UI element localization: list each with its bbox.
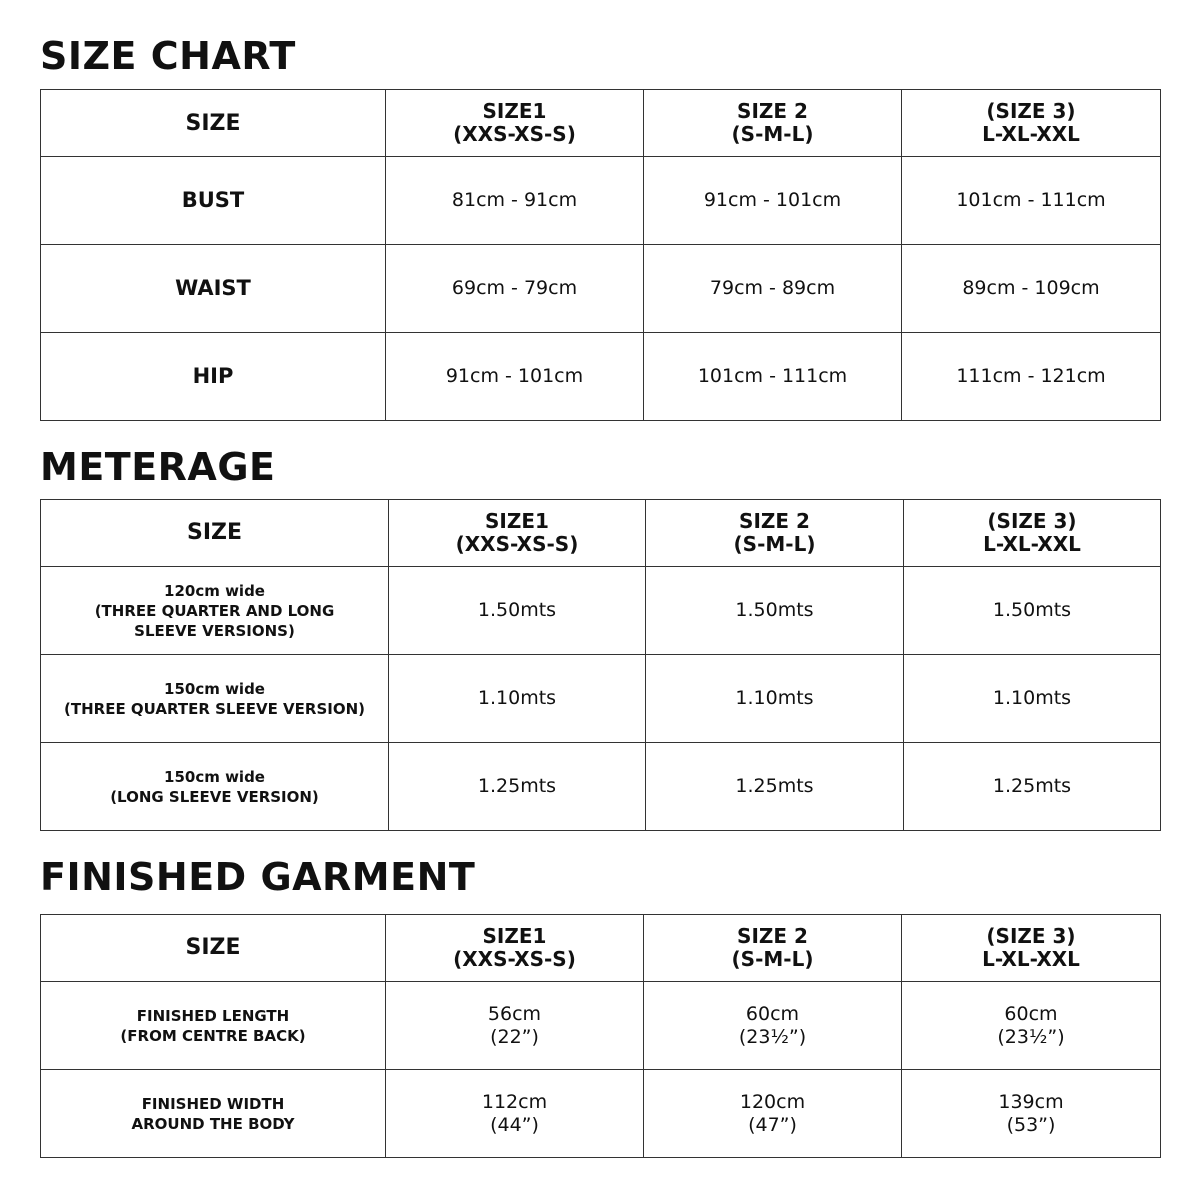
table-row: HIP 91cm - 101cm 101cm - 111cm 111cm - 121c… xyxy=(40,332,1161,421)
table-cell: 1.25mts xyxy=(645,742,904,831)
column-header: SIZE 2 (S-M-L) xyxy=(645,499,904,567)
table-cell: 91cm - 101cm xyxy=(385,332,644,421)
table-cell: 60cm (23½”) xyxy=(643,981,902,1070)
table-cell: 120cm (47”) xyxy=(643,1069,902,1158)
table-cell: 1.10mts xyxy=(903,654,1161,743)
table-row: BUST 81cm - 91cm 91cm - 101cm 101cm - 111cm xyxy=(40,156,1161,245)
table-cell: 1.50mts xyxy=(903,566,1161,655)
table-cell: 91cm - 101cm xyxy=(643,156,902,245)
table-row: FINISHED WIDTH AROUND THE BODY 112cm (44”… xyxy=(40,1069,1161,1158)
table-cell: 111cm - 121cm xyxy=(901,332,1161,421)
table-row: 120cm wide (THREE QUARTER AND LONG SLEEV… xyxy=(40,566,1161,655)
finished-garment-title: FINISHED GARMENT xyxy=(40,855,476,899)
table-cell: 112cm (44”) xyxy=(385,1069,644,1158)
meterage-table: SIZE SIZE1 (XXS-XS-S) SIZE 2 (S-M-L) (SIZE … xyxy=(40,499,1161,831)
table-cell: 56cm (22”) xyxy=(385,981,644,1070)
column-header: (SIZE 3) L-XL-XXL xyxy=(901,914,1161,982)
table-cell: 60cm (23½”) xyxy=(901,981,1161,1070)
row-label: 120cm wide (THREE QUARTER AND LONG SLEEV… xyxy=(40,566,389,655)
column-header: SIZE 2 (S-M-L) xyxy=(643,914,902,982)
table-cell: 79cm - 89cm xyxy=(643,244,902,333)
row-label: HIP xyxy=(40,332,386,421)
row-label: 150cm wide (LONG SLEEVE VERSION) xyxy=(40,742,389,831)
header-row: SIZE SIZE1 (XXS-XS-S) SIZE 2 (S-M-L) (SIZE … xyxy=(40,499,1161,567)
table-row: 150cm wide (THREE QUARTER SLEEVE VERSION… xyxy=(40,654,1161,743)
meterage-title: METERAGE xyxy=(40,445,276,489)
row-label: 150cm wide (THREE QUARTER SLEEVE VERSION… xyxy=(40,654,389,743)
header-row: SIZE SIZE1 (XXS-XS-S) SIZE 2 (S-M-L) (SIZE … xyxy=(40,914,1161,982)
column-header: (SIZE 3) L-XL-XXL xyxy=(901,89,1161,157)
table-cell: 1.50mts xyxy=(388,566,646,655)
header-row: SIZE SIZE1 (XXS-XS-S) SIZE 2 (S-M-L) (SIZE … xyxy=(40,89,1161,157)
size-chart-table: SIZE SIZE1 (XXS-XS-S) SIZE 2 (S-M-L) (SIZE … xyxy=(40,89,1161,421)
column-header: (SIZE 3) L-XL-XXL xyxy=(903,499,1161,567)
table-cell: 139cm (53”) xyxy=(901,1069,1161,1158)
table-row: WAIST 69cm - 79cm 79cm - 89cm 89cm - 109cm xyxy=(40,244,1161,333)
table-cell: 1.10mts xyxy=(388,654,646,743)
table-row: 150cm wide (LONG SLEEVE VERSION) 1.25mts 1… xyxy=(40,742,1161,831)
row-label: BUST xyxy=(40,156,386,245)
column-header: SIZE1 (XXS-XS-S) xyxy=(385,914,644,982)
table-cell: 1.25mts xyxy=(903,742,1161,831)
row-label: FINISHED LENGTH (FROM CENTRE BACK) xyxy=(40,981,386,1070)
table-cell: 1.25mts xyxy=(388,742,646,831)
column-header-size: SIZE xyxy=(40,499,389,567)
table-row: FINISHED LENGTH (FROM CENTRE BACK) 56cm (… xyxy=(40,981,1161,1070)
table-cell: 1.10mts xyxy=(645,654,904,743)
row-label: WAIST xyxy=(40,244,386,333)
table-cell: 101cm - 111cm xyxy=(643,332,902,421)
column-header: SIZE1 (XXS-XS-S) xyxy=(385,89,644,157)
column-header-size: SIZE xyxy=(40,914,386,982)
table-cell: 89cm - 109cm xyxy=(901,244,1161,333)
column-header: SIZE1 (XXS-XS-S) xyxy=(388,499,646,567)
table-cell: 69cm - 79cm xyxy=(385,244,644,333)
size-chart-title: SIZE CHART xyxy=(40,34,296,78)
column-header: SIZE 2 (S-M-L) xyxy=(643,89,902,157)
table-cell: 101cm - 111cm xyxy=(901,156,1161,245)
table-cell: 81cm - 91cm xyxy=(385,156,644,245)
row-label: FINISHED WIDTH AROUND THE BODY xyxy=(40,1069,386,1158)
column-header-size: SIZE xyxy=(40,89,386,157)
table-cell: 1.50mts xyxy=(645,566,904,655)
finished-garment-table: SIZE SIZE1 (XXS-XS-S) SIZE 2 (S-M-L) (SIZE … xyxy=(40,914,1161,1158)
